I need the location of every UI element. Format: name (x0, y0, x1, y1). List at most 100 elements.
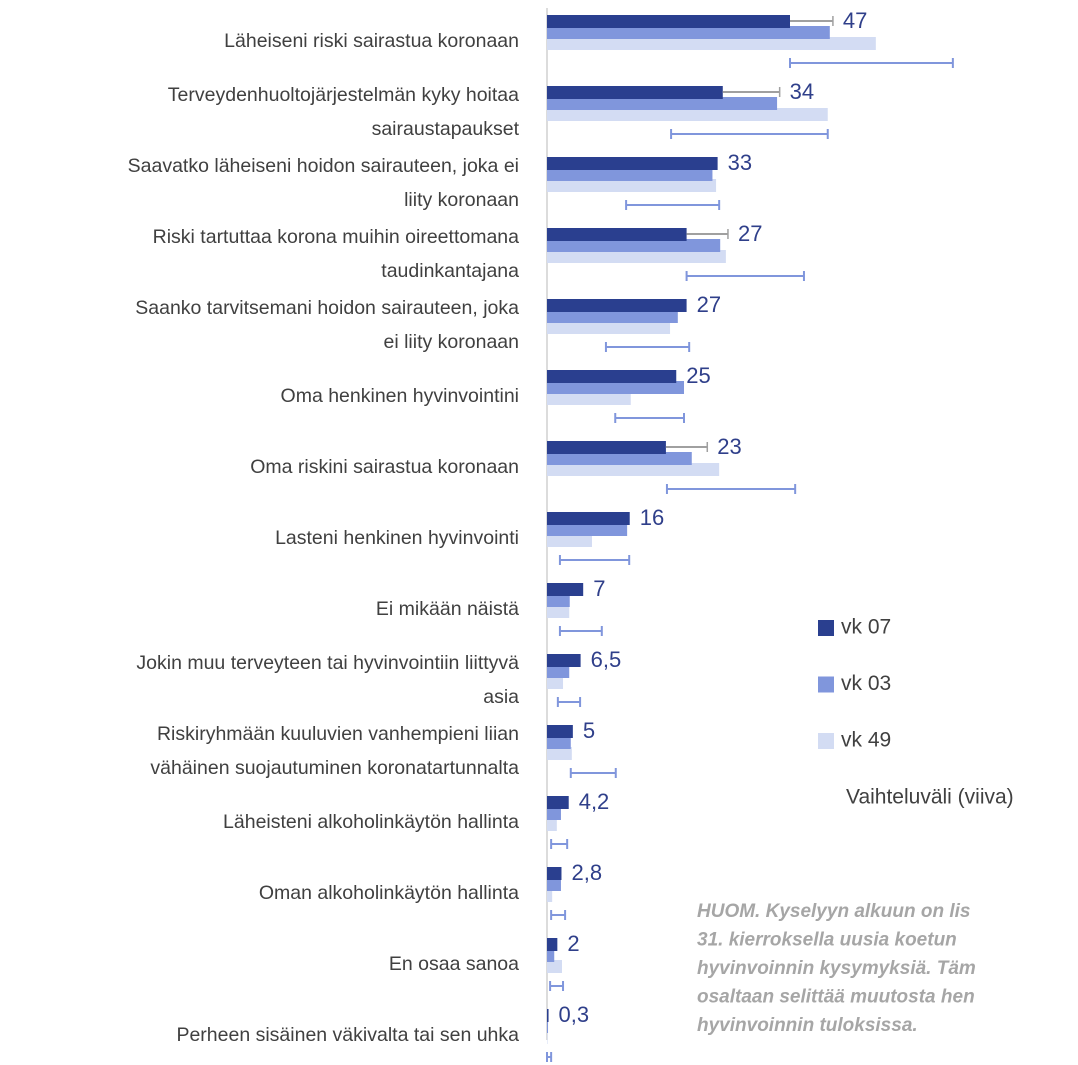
category-label-line: Läheisteni alkoholinkäytön hallinta (223, 811, 519, 833)
bar (547, 960, 562, 973)
bar (547, 441, 666, 454)
category-label: Oman alkoholinkäytön hallinta (259, 882, 519, 904)
annotation-line: hyvinvoinnin tuloksissa. (697, 1015, 918, 1036)
category-label: Läheiseni riski sairastua koronaan (224, 30, 519, 52)
bar (547, 583, 584, 596)
category-label: Perheen sisäinen väkivalta tai sen uhka (176, 1024, 519, 1046)
bar (547, 676, 564, 689)
bar (547, 867, 562, 880)
bar (547, 807, 561, 820)
legend-range-label: Vaihteluväli (viiva) (846, 786, 1014, 809)
bar (547, 1020, 549, 1033)
bar (547, 1009, 549, 1022)
value-label: 34 (790, 79, 814, 104)
category-label: Saavatko läheiseni hoidon sairauteen, jo… (128, 155, 519, 211)
value-label: 33 (728, 150, 752, 175)
value-label: 27 (697, 292, 721, 317)
category-label-line: vähäinen suojautuminen koronatartunnalta (150, 757, 519, 779)
bar (547, 949, 555, 962)
annotation-line: HUOM. Kyselyyn alkuun on lis (697, 901, 970, 922)
category-label-line: Saanko tarvitsemani hoidon sairauteen, j… (135, 297, 519, 319)
category-label: Oma henkinen hyvinvointini (281, 385, 519, 407)
bar (547, 654, 581, 667)
value-label: 4,2 (579, 789, 610, 814)
bar (547, 605, 570, 618)
category-label: Lasteni henkinen hyvinvointi (275, 527, 519, 549)
bar (547, 310, 678, 323)
value-label: 5 (583, 718, 595, 743)
category-label-line: ei liity koronaan (384, 331, 520, 353)
category-label-line: asia (483, 686, 519, 708)
bar (547, 37, 876, 50)
bar (547, 736, 571, 749)
value-label: 2 (567, 931, 579, 956)
bar (547, 108, 828, 121)
category-label: Ei mikään näistä (376, 598, 519, 620)
value-label: 2,8 (571, 860, 602, 885)
value-label: 16 (640, 505, 664, 530)
category-label: Saanko tarvitsemani hoidon sairauteen, j… (135, 297, 519, 353)
category-label-line: Läheiseni riski sairastua koronaan (224, 30, 519, 52)
bar (547, 370, 677, 383)
category-label-line: Oman alkoholinkäytön hallinta (259, 882, 519, 904)
bar (547, 725, 573, 738)
bar (547, 796, 569, 809)
bar (547, 299, 687, 312)
value-label: 27 (738, 221, 762, 246)
bar (547, 179, 717, 192)
bar (547, 938, 558, 951)
category-label-line: taudinkantajana (381, 260, 519, 282)
legend-swatch (818, 733, 834, 749)
bar (547, 818, 557, 831)
legend-swatch (818, 676, 834, 693)
category-label-line: liity koronaan (404, 189, 519, 211)
category-label-line: Perheen sisäinen väkivalta tai sen uhka (176, 1024, 519, 1046)
bar (547, 86, 723, 99)
category-label-line: En osaa sanoa (389, 953, 519, 975)
legend-swatch (818, 620, 834, 636)
bar (547, 878, 561, 891)
annotation-line: osaltaan selittää muutosta hen (697, 987, 975, 1008)
bar (547, 534, 592, 547)
category-label-line: Terveydenhuoltojärjestelmän kyky hoitaa (168, 84, 519, 106)
bar (547, 157, 718, 170)
annotation-line: hyvinvoinnin kysymyksiä. Täm (697, 958, 976, 979)
value-label: 47 (843, 8, 867, 33)
category-label-line: Ei mikään näistä (376, 598, 519, 620)
value-label: 25 (686, 363, 710, 388)
bar (547, 97, 778, 110)
bar (547, 523, 628, 536)
bar (547, 889, 553, 902)
bar (547, 26, 830, 39)
annotation-line: 31. kierroksella uusia koetun (697, 930, 957, 951)
bar (547, 228, 687, 241)
category-label: Riskiryhmään kuuluvien vanhempieni liian… (150, 723, 519, 779)
bar (547, 594, 570, 607)
category-label: Jokin muu terveyteen tai hyvinvointiin l… (136, 652, 519, 708)
category-label-line: Riskiryhmään kuuluvien vanhempieni liian (157, 723, 519, 745)
value-label: 7 (593, 576, 605, 601)
category-label: En osaa sanoa (389, 953, 519, 975)
legend-label: vk 49 (841, 729, 891, 752)
category-label: Riski tartuttaa korona muihin oireettoma… (153, 226, 520, 282)
bar (547, 168, 713, 181)
bar (547, 239, 721, 252)
category-label-line: sairaustapaukset (372, 118, 520, 140)
category-label-line: Saavatko läheiseni hoidon sairauteen, jo… (128, 155, 519, 177)
bar (547, 250, 726, 263)
bar (547, 747, 572, 760)
category-label-line: Lasteni henkinen hyvinvointi (275, 527, 519, 549)
category-label-line: Jokin muu terveyteen tai hyvinvointiin l… (136, 652, 519, 674)
value-label: 0,3 (559, 1002, 590, 1027)
value-label: 23 (717, 434, 741, 459)
bar (547, 665, 570, 678)
bar (547, 512, 630, 525)
legend-label: vk 03 (841, 672, 891, 695)
category-label: Terveydenhuoltojärjestelmän kyky hoitaa s… (168, 84, 520, 140)
bar (547, 381, 685, 394)
bar (547, 321, 671, 334)
bar (547, 15, 790, 28)
bar (547, 1031, 548, 1044)
bar (547, 463, 720, 476)
